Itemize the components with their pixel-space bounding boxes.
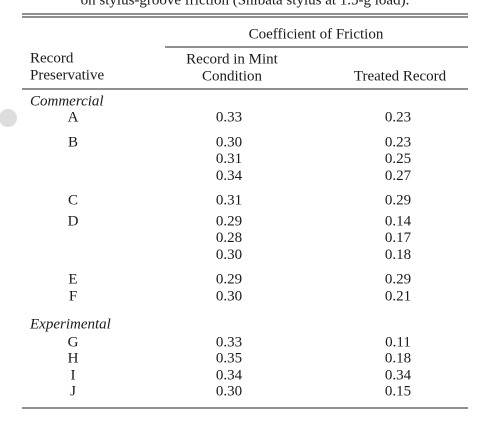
record-label: I — [71, 367, 76, 383]
column-header: Record in Mint — [186, 51, 278, 67]
caption: on stylus-groove friction (Shibata stylu… — [81, 0, 410, 8]
record-label: H — [68, 350, 79, 366]
treated-value: 0.29 — [385, 271, 411, 287]
mint-value: 0.30 — [216, 383, 242, 399]
record-label: C — [68, 192, 78, 208]
mint-value: 0.28 — [216, 230, 242, 246]
group-header: Coefficient of Friction — [249, 26, 384, 42]
treated-value: 0.18 — [385, 247, 411, 263]
mint-value: 0.33 — [216, 334, 242, 350]
record-label: D — [68, 213, 79, 229]
treated-value: 0.34 — [385, 367, 412, 383]
mint-value: 0.34 — [216, 168, 243, 184]
treated-value: 0.29 — [385, 192, 411, 208]
mint-value: 0.34 — [216, 367, 243, 383]
column-header: Preservative — [30, 67, 104, 83]
section-label: Experimental — [29, 316, 111, 332]
treated-value: 0.23 — [385, 134, 411, 150]
treated-value: 0.11 — [385, 334, 411, 350]
column-header: Condition — [202, 68, 263, 84]
treated-value: 0.23 — [385, 109, 411, 125]
mint-value: 0.35 — [216, 350, 242, 366]
record-label: J — [70, 383, 76, 399]
treated-value: 0.27 — [385, 168, 412, 184]
mint-value: 0.30 — [216, 247, 242, 263]
column-header: Treated Record — [354, 68, 447, 84]
treated-value: 0.14 — [385, 213, 412, 229]
mint-value: 0.29 — [216, 213, 242, 229]
mint-value: 0.30 — [216, 288, 242, 304]
mint-value: 0.30 — [216, 134, 242, 150]
mint-value: 0.31 — [216, 151, 242, 167]
mint-value: 0.31 — [216, 192, 242, 208]
treated-value: 0.25 — [385, 151, 411, 167]
scan-mark — [0, 109, 17, 127]
treated-value: 0.15 — [385, 383, 411, 399]
treated-value: 0.21 — [385, 288, 411, 304]
record-label: A — [68, 109, 79, 125]
record-label: G — [68, 334, 79, 350]
record-label: B — [68, 134, 78, 150]
section-label: Commercial — [30, 93, 104, 109]
record-label: F — [69, 288, 77, 304]
treated-value: 0.17 — [385, 230, 412, 246]
column-header: Record — [30, 50, 74, 66]
treated-value: 0.18 — [385, 350, 411, 366]
mint-value: 0.29 — [216, 271, 242, 287]
mint-value: 0.33 — [216, 109, 242, 125]
record-label: E — [68, 271, 77, 287]
